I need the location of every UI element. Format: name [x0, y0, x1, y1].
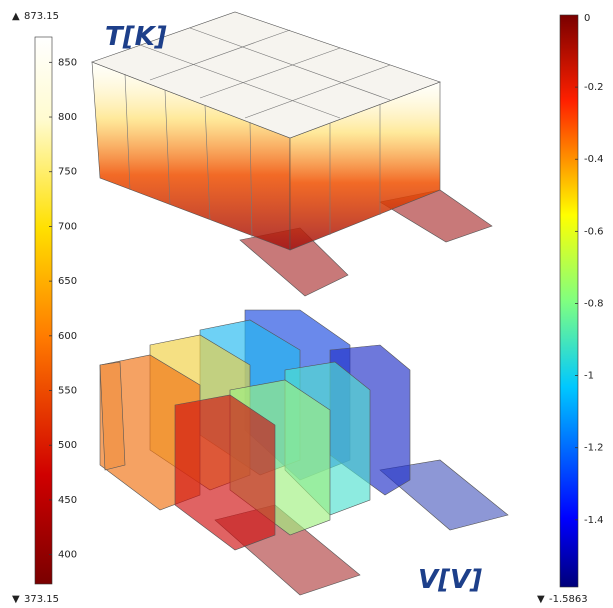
voltage-label: V[V]: [418, 565, 482, 595]
min-marker: ▼: [12, 594, 20, 605]
tick-label: 550: [58, 386, 77, 397]
tick-label: -1.4: [584, 515, 604, 526]
range-min-label: 373.15: [24, 594, 59, 605]
tick-label: -0.8: [584, 298, 604, 309]
tick-label: 700: [58, 221, 77, 232]
tick-label: -1: [584, 371, 594, 382]
voltage-model: [100, 310, 508, 595]
tick-label: -0.4: [584, 154, 604, 165]
min-marker: ▼: [537, 594, 545, 605]
voltage-colorbar: [560, 15, 578, 587]
range-max-label: 0: [584, 13, 590, 24]
tick-label: 600: [58, 331, 77, 342]
range-min-label: -1.5863: [549, 594, 588, 605]
tick-label: 450: [58, 495, 77, 506]
range-max-label: 873.15: [24, 11, 59, 22]
tick-label: 650: [58, 276, 77, 287]
tick-label: 400: [58, 550, 77, 561]
temperature-model: [92, 12, 492, 296]
tick-label: 800: [58, 112, 77, 123]
tick-label: 850: [58, 57, 77, 68]
max-marker: ▲: [12, 11, 20, 22]
tick-label: -0.6: [584, 226, 604, 237]
temperature-label: T[K]: [105, 22, 167, 52]
tick-label: 500: [58, 440, 77, 451]
temperature-colorbar: [35, 37, 52, 584]
figure: T[K] V[V] ▲ ▼ ▼ 400 450 500 550 600 650 700 750…: [0, 0, 613, 608]
tick-label: 750: [58, 167, 77, 178]
tick-label: -0.2: [584, 82, 604, 93]
tick-label: -1.2: [584, 443, 604, 454]
